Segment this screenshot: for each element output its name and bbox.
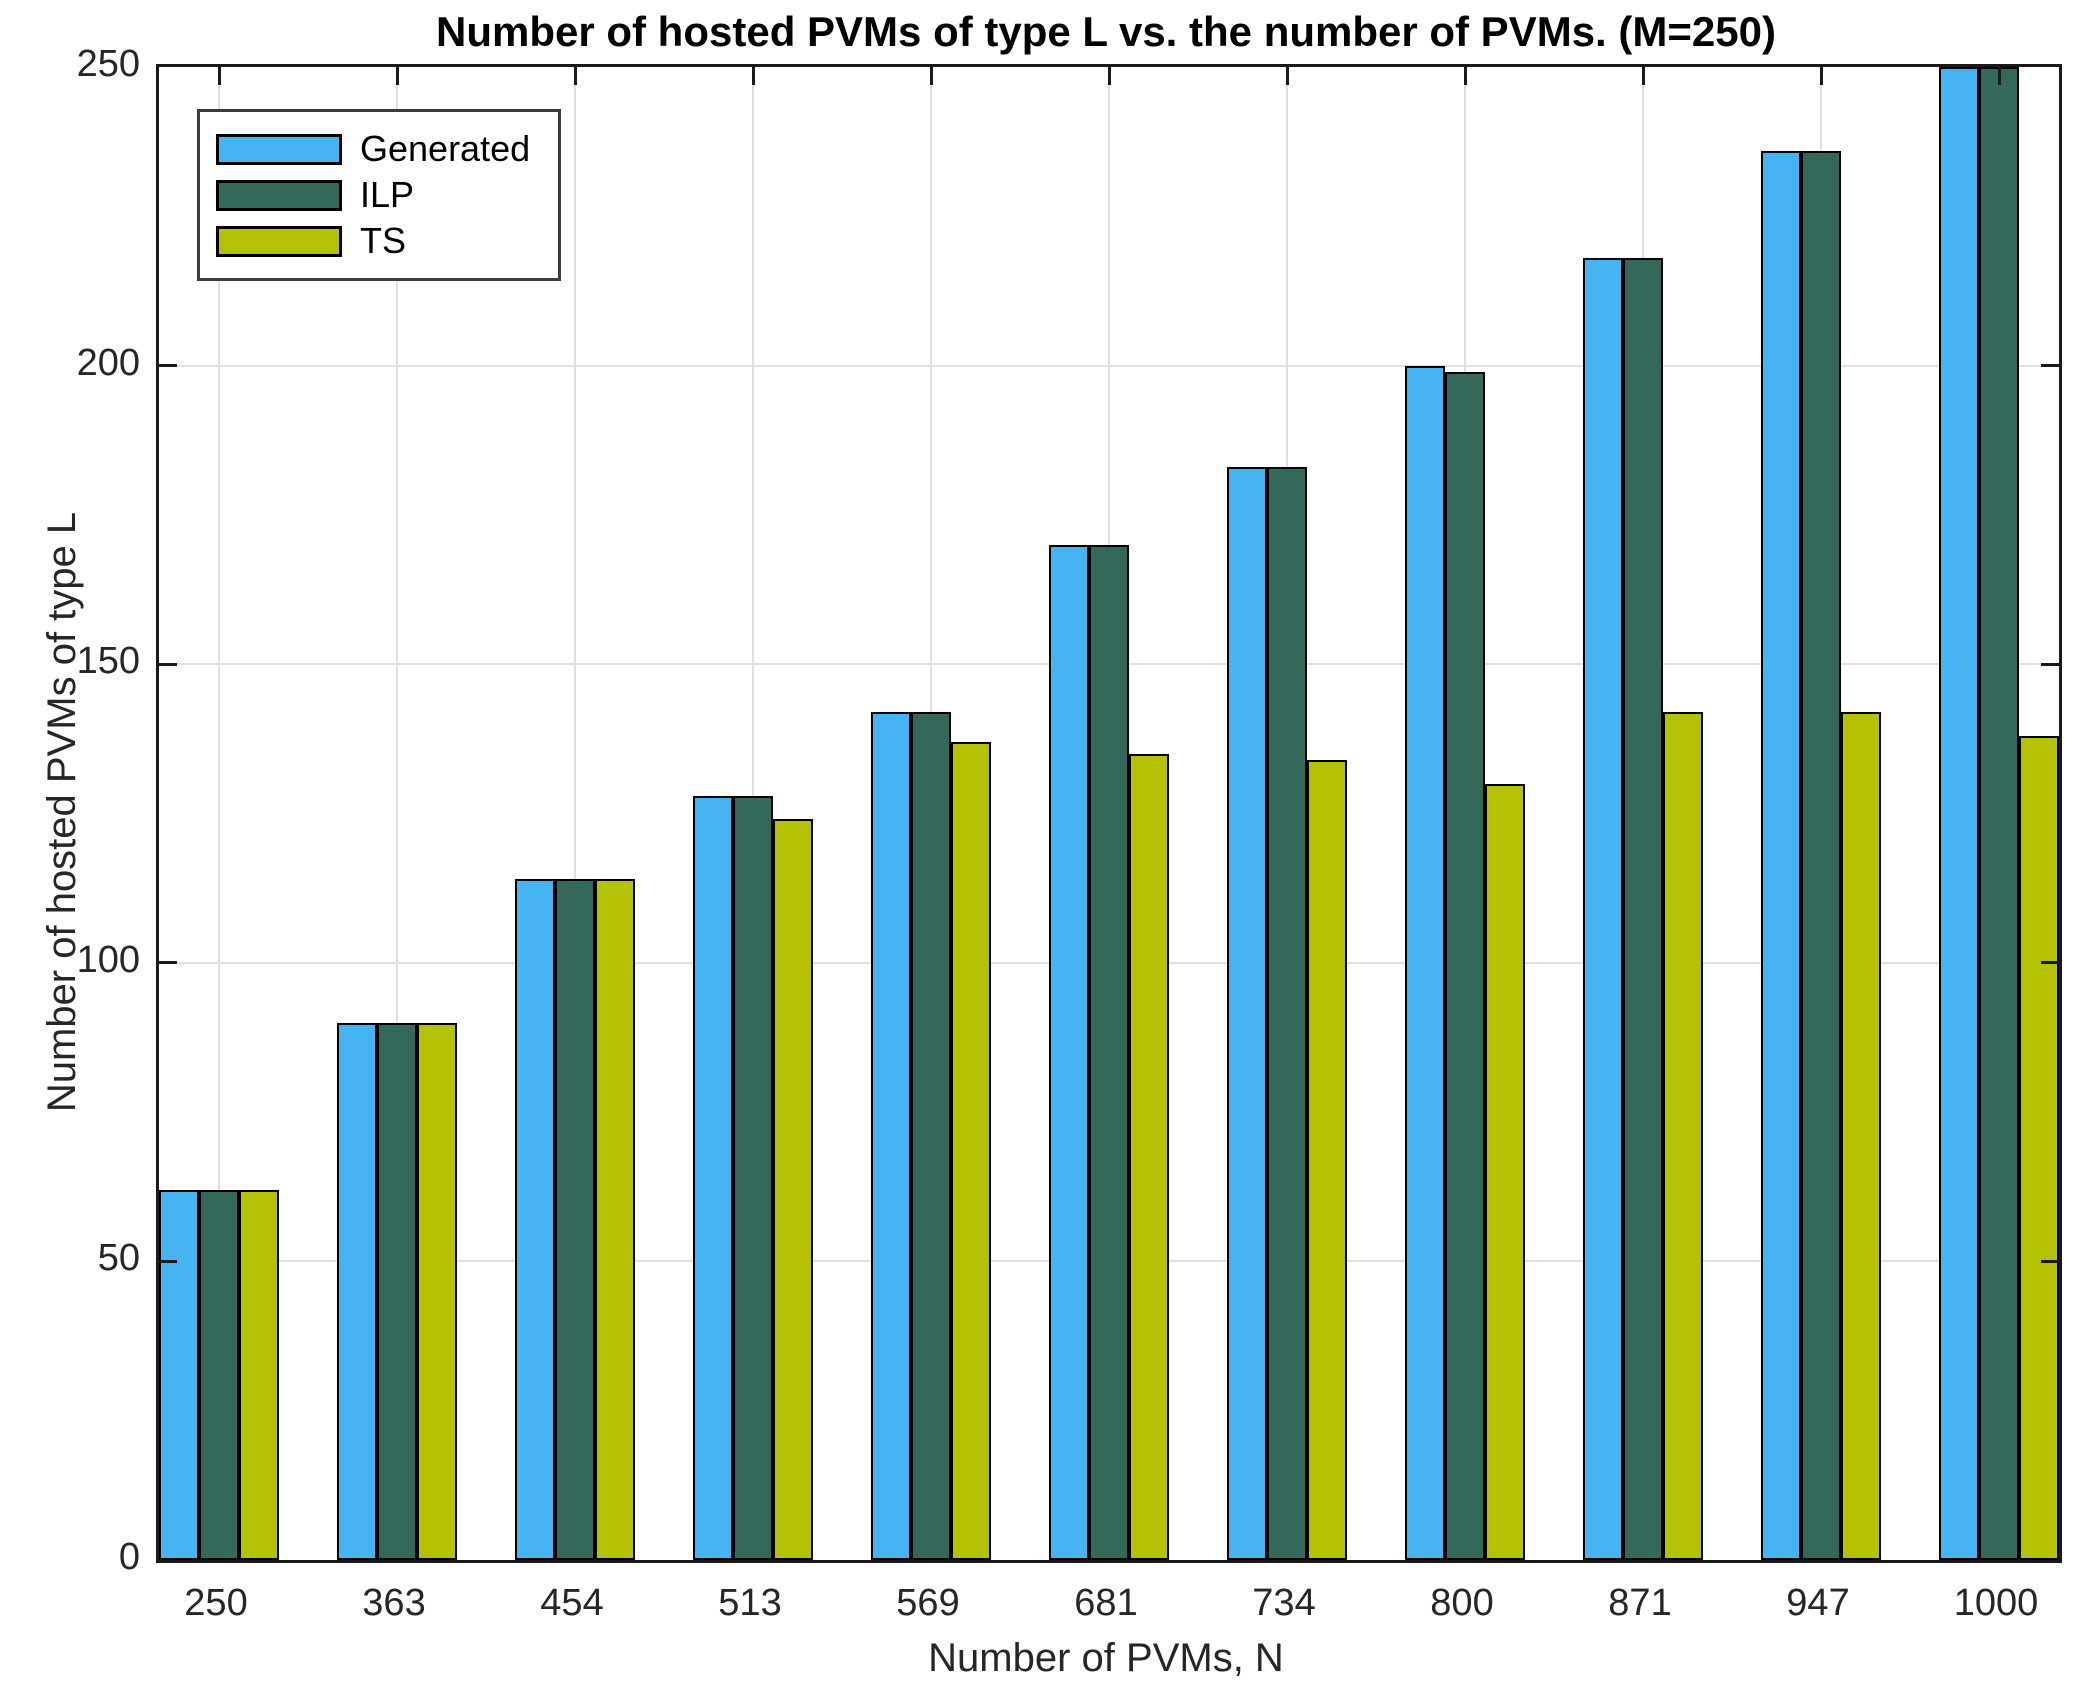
legend-label-ts: TS bbox=[360, 220, 407, 261]
bar-ilp-871 bbox=[1623, 258, 1663, 1560]
bar-ilp-734 bbox=[1267, 467, 1307, 1560]
bar-ilp-569 bbox=[911, 711, 951, 1560]
x-tick-label-681: 681 bbox=[1074, 1582, 1138, 1624]
bar-generated-513 bbox=[693, 795, 733, 1560]
legend: Generated ILP TS bbox=[197, 109, 562, 281]
gridline-x-454 bbox=[574, 67, 576, 1560]
bar-ilp-513 bbox=[733, 795, 773, 1560]
legend-swatch-generated bbox=[216, 133, 342, 165]
bar-generated-871 bbox=[1583, 258, 1623, 1560]
legend-label-generated: Generated bbox=[360, 128, 531, 169]
legend-label-ilp: ILP bbox=[360, 174, 415, 215]
x-tick-label-569: 569 bbox=[896, 1582, 960, 1624]
x-tick-label-734: 734 bbox=[1252, 1582, 1316, 1624]
bar-generated-363 bbox=[337, 1022, 377, 1560]
bar-ts-800 bbox=[1485, 783, 1525, 1560]
tick-top-947 bbox=[1819, 67, 1823, 85]
bar-generated-947 bbox=[1761, 150, 1801, 1560]
x-tick-label-871: 871 bbox=[1608, 1582, 1672, 1624]
bar-ilp-363 bbox=[377, 1022, 417, 1560]
gridline-x-363 bbox=[396, 67, 398, 1560]
y-tick-label-150: 150 bbox=[76, 640, 140, 683]
y-tick-label-100: 100 bbox=[76, 938, 140, 981]
bar-ts-250 bbox=[239, 1189, 279, 1560]
bar-ts-513 bbox=[773, 819, 813, 1560]
bar-ilp-947 bbox=[1801, 150, 1841, 1560]
tick-top-1000 bbox=[1997, 67, 2001, 85]
gridline-x-250 bbox=[218, 67, 220, 1560]
x-tick-label-454: 454 bbox=[540, 1582, 604, 1624]
tick-top-681 bbox=[1107, 67, 1111, 85]
tick-top-513 bbox=[751, 67, 755, 85]
bar-generated-681 bbox=[1049, 544, 1089, 1560]
y-tick-label-50: 50 bbox=[97, 1237, 140, 1280]
bar-generated-569 bbox=[871, 711, 911, 1560]
legend-item-ilp: ILP bbox=[216, 172, 530, 218]
x-tick-label-250: 250 bbox=[184, 1582, 248, 1624]
tick-left-100 bbox=[159, 961, 177, 965]
legend-item-generated: Generated bbox=[216, 126, 530, 172]
x-tick-label-1000: 1000 bbox=[1953, 1582, 2039, 1624]
bar-ilp-1000 bbox=[1979, 67, 2019, 1560]
y-tick-label-250: 250 bbox=[76, 43, 140, 85]
bar-ts-871 bbox=[1663, 711, 1703, 1560]
x-tick-label-800: 800 bbox=[1430, 1582, 1494, 1624]
bar-ilp-800 bbox=[1445, 371, 1485, 1560]
bar-ts-363 bbox=[417, 1022, 457, 1560]
bar-ts-1000 bbox=[2019, 735, 2059, 1560]
x-tick-label-363: 363 bbox=[362, 1582, 426, 1624]
bar-ts-569 bbox=[951, 741, 991, 1560]
plot-area: Generated ILP TS bbox=[156, 64, 2062, 1563]
bar-ts-947 bbox=[1841, 711, 1881, 1560]
bar-ts-681 bbox=[1129, 753, 1169, 1560]
bar-generated-1000 bbox=[1939, 67, 1979, 1560]
legend-swatch-ts bbox=[216, 225, 342, 257]
bar-ilp-250 bbox=[199, 1189, 239, 1560]
bar-generated-250 bbox=[159, 1189, 199, 1560]
tick-top-734 bbox=[1285, 67, 1289, 85]
tick-left-150 bbox=[159, 662, 177, 666]
x-axis-label: Number of PVMs, N bbox=[928, 1636, 1284, 1680]
tick-right-100 bbox=[2041, 961, 2059, 965]
tick-left-200 bbox=[159, 364, 177, 368]
tick-top-250 bbox=[217, 67, 221, 85]
tick-top-871 bbox=[1641, 67, 1645, 85]
bar-generated-800 bbox=[1405, 365, 1445, 1560]
legend-swatch-ilp bbox=[216, 179, 342, 211]
bar-ts-454 bbox=[595, 879, 635, 1560]
x-tick-label-947: 947 bbox=[1786, 1582, 1850, 1624]
chart-title: Number of hosted PVMs of type L vs. the … bbox=[436, 8, 1776, 55]
x-tick-label-513: 513 bbox=[718, 1582, 782, 1624]
tick-left-50 bbox=[159, 1259, 177, 1263]
bar-generated-734 bbox=[1227, 467, 1267, 1560]
tick-right-200 bbox=[2041, 364, 2059, 368]
legend-item-ts: TS bbox=[216, 218, 530, 264]
tick-top-454 bbox=[573, 67, 577, 85]
bar-ilp-454 bbox=[555, 879, 595, 1560]
y-tick-label-200: 200 bbox=[76, 341, 140, 384]
bar-ts-734 bbox=[1307, 759, 1347, 1560]
tick-top-363 bbox=[395, 67, 399, 85]
y-tick-label-0: 0 bbox=[118, 1536, 140, 1578]
tick-right-150 bbox=[2041, 662, 2059, 666]
tick-right-50 bbox=[2041, 1259, 2059, 1263]
bar-generated-454 bbox=[515, 879, 555, 1560]
tick-top-569 bbox=[929, 67, 933, 85]
bar-ilp-681 bbox=[1089, 544, 1129, 1560]
tick-top-800 bbox=[1463, 67, 1467, 85]
